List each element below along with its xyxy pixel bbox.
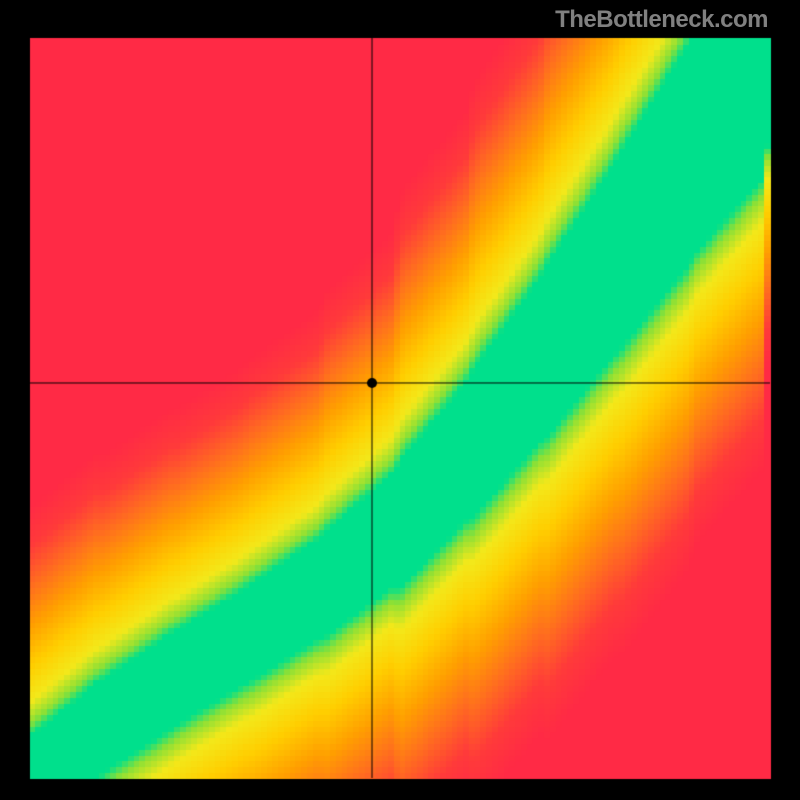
heatmap-canvas (0, 0, 800, 800)
watermark-text: TheBottleneck.com (555, 6, 768, 34)
chart-container: TheBottleneck.com (0, 0, 800, 800)
